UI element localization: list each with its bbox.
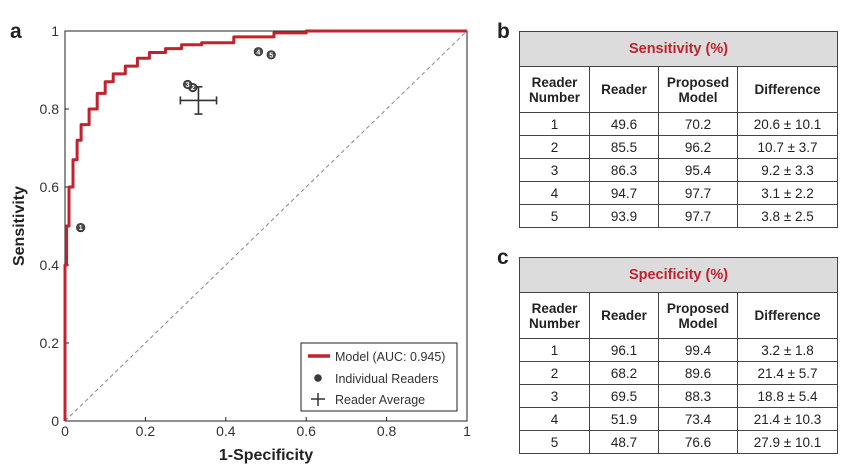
cell-difference: 18.8 ± 5.4 [736,384,839,408]
y-tick-label: 0.2 [40,335,60,351]
table-row: 1 96.1 99.4 3.2 ± 1.8 [519,338,839,362]
y-axis-label: Sensitivity [11,186,28,266]
sensitivity-table-title: Sensitivity (%) [518,31,839,67]
col-header-difference: Difference [736,292,839,339]
specificity-table-title: Specificity (%) [518,257,839,293]
cell-reader: 51.9 [589,407,659,431]
plot-frame [64,30,468,422]
cell-reader: 86.3 [589,158,659,182]
legend-item-readers: Individual Readers [335,372,439,386]
cell-reader: 68.2 [589,361,659,385]
col-header-reader: Reader [589,66,659,113]
cell-reader-number: 1 [519,112,590,136]
y-tick-label: 0 [51,413,59,429]
y-tick-label: 0.4 [40,257,60,273]
cell-model: 96.2 [658,135,738,159]
cell-difference: 3.1 ± 2.2 [736,181,839,205]
panel-label-b: b [497,20,510,43]
cell-reader: 85.5 [589,135,659,159]
x-axis-label: 1-Specificity [219,447,313,464]
x-tick-label: 0.8 [377,423,397,439]
legend-readers-swatch [314,374,322,382]
cell-model: 97.7 [658,204,738,228]
chance-diagonal-line [64,30,468,422]
x-tick-label: 0 [61,423,69,439]
specificity-table: Specificity (%) Reader Number Reader Pro… [518,257,839,454]
panel-label-c: c [497,246,509,269]
cell-model: 73.4 [658,407,738,431]
reader-point-1 [76,222,86,233]
sensitivity-table-panel: Sensitivity (%) Reader Number Reader Pro… [518,31,839,228]
cell-reader: 96.1 [589,338,659,362]
model-roc-curve [63,29,467,421]
x-tick-label: 1 [463,423,471,439]
cell-reader-number: 4 [519,407,590,431]
x-tick-label: 0.6 [296,423,316,439]
roc-chart: 0 0.2 0.4 0.6 0.8 1 0 0.2 0.4 0.6 0.8 1 1-Specificit… [11,23,471,464]
reader-point-label: 5 [269,52,273,59]
y-tick-label: 0.8 [40,101,60,117]
cell-model: 70.2 [658,112,738,136]
cell-difference: 27.9 ± 10.1 [736,430,839,454]
col-header-reader: Reader [589,292,659,339]
reader-point-label: 2 [191,85,195,92]
table-row: 5 93.9 97.7 3.8 ± 2.5 [519,204,839,228]
y-tick-label: 1 [51,23,59,39]
table-row: 1 49.6 70.2 20.6 ± 10.1 [519,112,839,136]
cell-model: 95.4 [658,158,738,182]
cell-difference: 21.4 ± 10.3 [736,407,839,431]
reader-point-4 [253,47,263,57]
cell-difference: 21.4 ± 5.7 [736,361,839,385]
cell-model: 76.6 [658,430,738,454]
cell-reader-number: 3 [519,158,590,182]
cell-difference: 20.6 ± 10.1 [736,112,839,136]
cell-reader: 69.5 [589,384,659,408]
cell-reader-number: 3 [519,384,590,408]
panel-label-a: a [10,20,22,43]
cell-reader-number: 5 [519,430,590,454]
col-header-proposed-model: Proposed Model [658,292,738,339]
reader-point-label: 3 [186,82,190,89]
cell-difference: 3.2 ± 1.8 [736,338,839,362]
cell-reader: 94.7 [589,181,659,205]
cell-difference: 9.2 ± 3.3 [736,158,839,182]
cell-model: 99.4 [658,338,738,362]
table-row: 2 68.2 89.6 21.4 ± 5.7 [519,361,839,385]
table-row: 3 86.3 95.4 9.2 ± 3.3 [519,158,839,182]
table-row: 4 94.7 97.7 3.1 ± 2.2 [519,181,839,205]
reader-point-5 [266,50,276,60]
col-header-difference: Difference [736,66,839,113]
table-row: 3 69.5 88.3 18.8 ± 5.4 [519,384,839,408]
cell-reader-number: 1 [519,338,590,362]
cell-reader-number: 4 [519,181,590,205]
legend-item-average: Reader Average [335,393,425,407]
reader-point-label: 1 [79,225,83,232]
cell-difference: 10.7 ± 3.7 [736,135,839,159]
table-row: 4 51.9 73.4 21.4 ± 10.3 [519,407,839,431]
col-header-reader-number: Reader Number [519,292,590,339]
reader-point-3 [183,79,193,90]
col-header-proposed-model: Proposed Model [658,66,738,113]
cell-model: 89.6 [658,361,738,385]
cell-model: 97.7 [658,181,738,205]
cell-reader-number: 5 [519,204,590,228]
x-tick-label: 0.2 [136,423,156,439]
y-tick-label: 0.6 [40,179,60,195]
roc-chart-panel: a 0 0.2 0.4 0.6 0.8 1 0 0.2 0.4 0.6 0.8 1 1-Specific… [10,20,471,464]
specificity-table-panel: Specificity (%) Reader Number Reader Pro… [518,257,839,454]
cell-reader-number: 2 [519,361,590,385]
cell-difference: 3.8 ± 2.5 [736,204,839,228]
sensitivity-table: Sensitivity (%) Reader Number Reader Pro… [518,31,839,228]
table-row: 5 48.7 76.6 27.9 ± 10.1 [519,430,839,454]
cell-reader-number: 2 [519,135,590,159]
table-row: 2 85.5 96.2 10.7 ± 3.7 [519,135,839,159]
cell-reader: 49.6 [589,112,659,136]
x-tick-label: 0.4 [216,423,236,439]
reader-point-label: 4 [256,49,260,56]
cell-reader: 93.9 [589,204,659,228]
col-header-reader-number: Reader Number [519,66,590,113]
cell-reader: 48.7 [589,430,659,454]
legend-item-model: Model (AUC: 0.945) [335,350,445,364]
cell-model: 88.3 [658,384,738,408]
